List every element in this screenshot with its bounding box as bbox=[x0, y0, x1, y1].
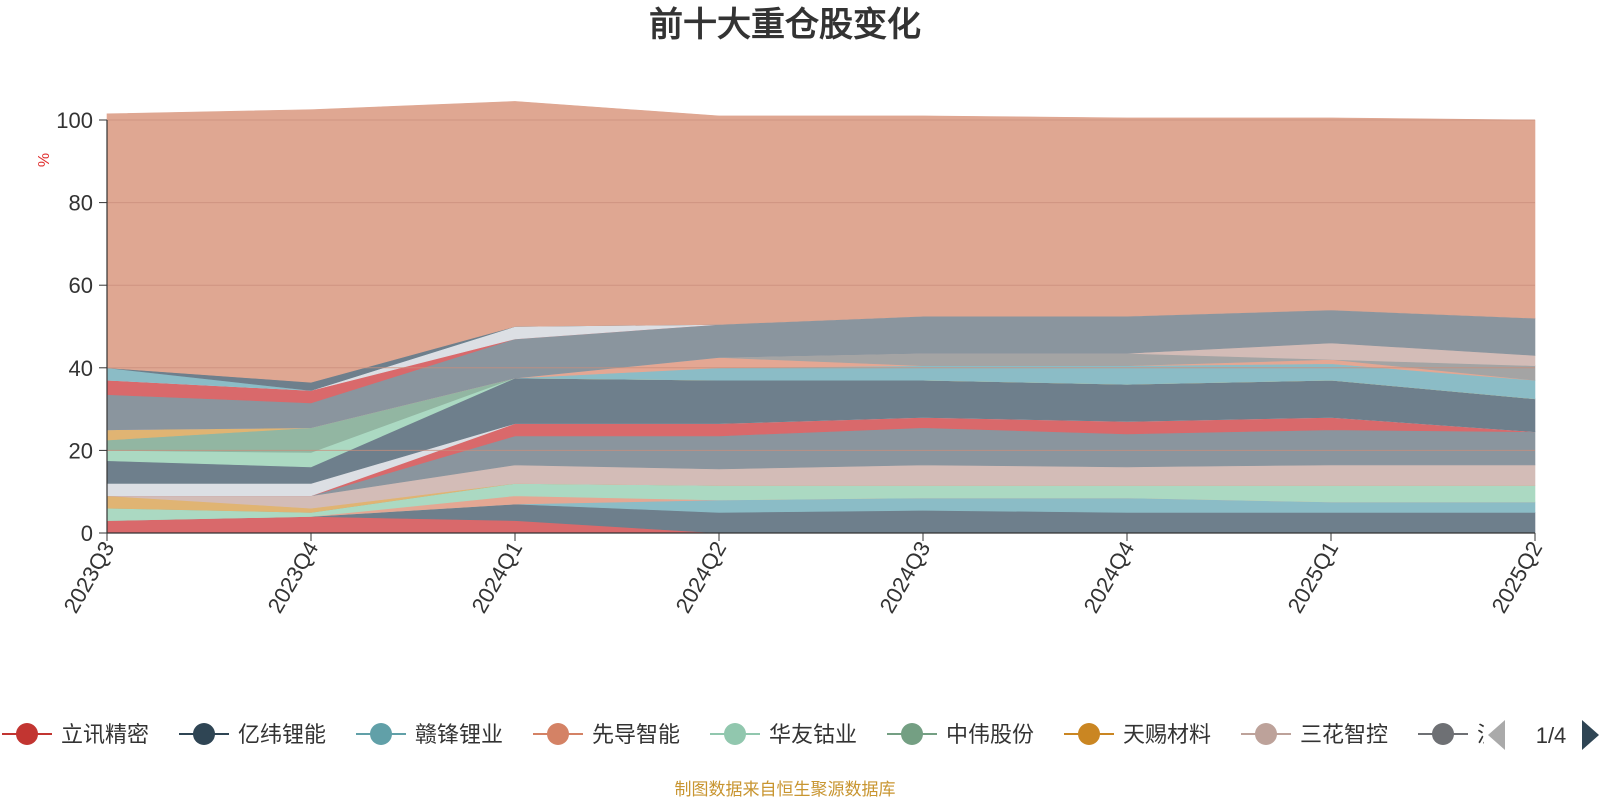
legend-prev-arrow-icon[interactable] bbox=[1488, 720, 1505, 750]
area-series-group bbox=[106, 101, 1536, 534]
y-tick-label: 40 bbox=[69, 356, 93, 381]
legend-marker bbox=[547, 723, 569, 745]
x-tick-label: 2025Q1 bbox=[1283, 537, 1344, 617]
x-tick-label: 2024Q3 bbox=[875, 537, 936, 617]
gridlines bbox=[107, 119, 1535, 451]
y-tick-label: 80 bbox=[69, 191, 93, 216]
legend: 立讯精密 亿纬锂能 赣锋锂业 先导智能 华友钴业 中伟股份 天赐材料 三花智控 泸 bbox=[2, 722, 1499, 747]
legend-item[interactable]: 华友钴业 bbox=[710, 722, 857, 747]
legend-label: 先导智能 bbox=[592, 722, 680, 747]
legend-label: 华友钴业 bbox=[769, 722, 857, 747]
y-tick-label: 60 bbox=[69, 273, 93, 298]
legend-label: 中伟股份 bbox=[946, 722, 1034, 747]
legend-page-indicator: 1/4 bbox=[1536, 723, 1567, 748]
legend-item[interactable]: 立讯精密 bbox=[2, 722, 149, 747]
x-tick-label: 2024Q2 bbox=[671, 537, 732, 617]
legend-pager: 1/4 bbox=[1488, 720, 1599, 750]
legend-item[interactable]: 三花智控 bbox=[1241, 722, 1388, 747]
legend-item[interactable]: 泸 bbox=[1418, 722, 1499, 747]
legend-label: 立讯精密 bbox=[61, 722, 149, 747]
x-tick-label: 2025Q2 bbox=[1487, 537, 1548, 617]
legend-label: 赣锋锂业 bbox=[415, 722, 503, 747]
legend-marker bbox=[1078, 723, 1100, 745]
area-series-25 bbox=[106, 101, 1536, 383]
legend-marker bbox=[1432, 723, 1454, 745]
x-tick-label: 2023Q4 bbox=[263, 537, 324, 617]
legend-marker bbox=[370, 723, 392, 745]
legend-label: 三花智控 bbox=[1300, 722, 1388, 747]
legend-item[interactable]: 中伟股份 bbox=[887, 722, 1034, 747]
legend-item[interactable]: 赣锋锂业 bbox=[356, 722, 503, 747]
legend-marker bbox=[724, 723, 746, 745]
legend-item[interactable]: 先导智能 bbox=[533, 722, 680, 747]
y-tick-label: 100 bbox=[56, 108, 93, 133]
legend-marker bbox=[1255, 723, 1277, 745]
source-note: 制图数据来自恒生聚源数据库 bbox=[675, 780, 896, 799]
x-tick-label: 2024Q1 bbox=[467, 537, 528, 617]
legend-marker bbox=[901, 723, 923, 745]
x-tick-label: 2023Q3 bbox=[59, 537, 120, 617]
legend-marker bbox=[16, 723, 38, 745]
legend-label: 亿纬锂能 bbox=[238, 722, 326, 747]
legend-next-arrow-icon[interactable] bbox=[1582, 720, 1599, 750]
chart-title: 前十大重仓股变化 bbox=[649, 5, 921, 45]
legend-items: 立讯精密 亿纬锂能 赣锋锂业 先导智能 华友钴业 中伟股份 天赐材料 三花智控 泸 bbox=[2, 722, 1499, 747]
y-axis-unit: % bbox=[36, 153, 53, 167]
legend-item[interactable]: 天赐材料 bbox=[1064, 722, 1211, 747]
y-tick-label: 20 bbox=[69, 438, 93, 463]
x-tick-label: 2024Q4 bbox=[1079, 537, 1140, 617]
legend-item[interactable]: 亿纬锂能 bbox=[179, 722, 326, 747]
legend-marker bbox=[193, 723, 215, 745]
y-tick-label: 0 bbox=[81, 521, 93, 546]
legend-label: 天赐材料 bbox=[1123, 722, 1211, 747]
legend-label: 泸 bbox=[1477, 722, 1499, 747]
